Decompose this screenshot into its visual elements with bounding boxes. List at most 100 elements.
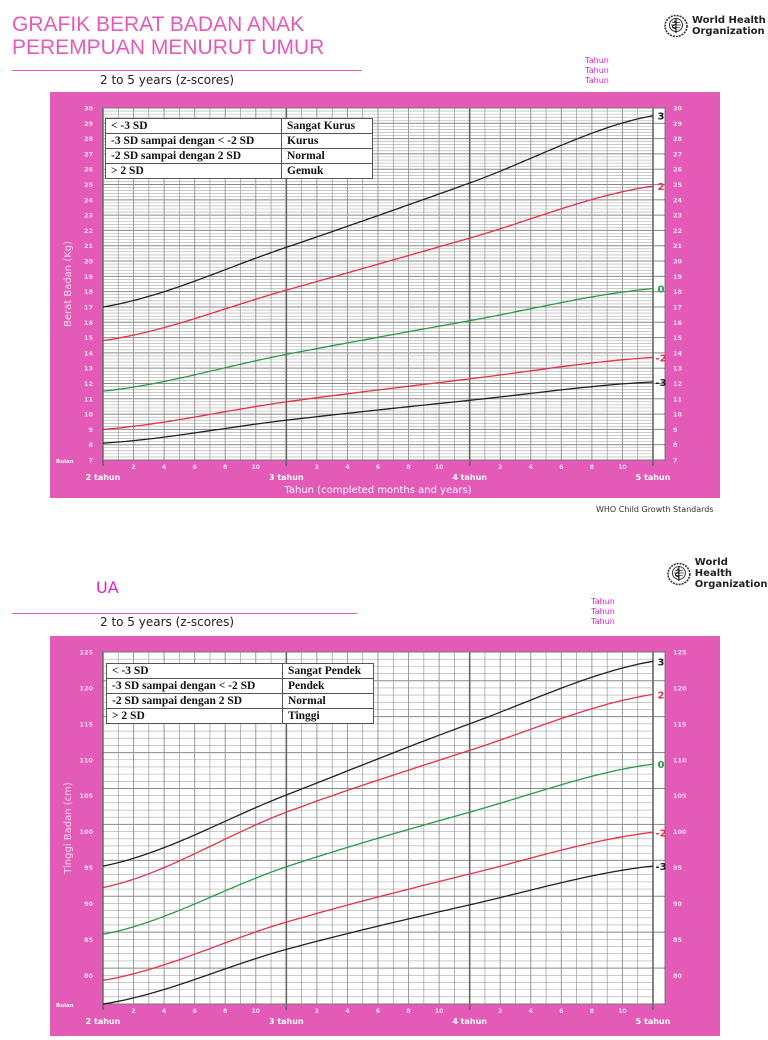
legend-row: -3 SD sampai dengan < -2 SD Kurus xyxy=(105,133,373,149)
legend-category: Sangat Kurus xyxy=(281,118,373,134)
x-year-label: 3 tahun xyxy=(269,1017,304,1026)
x-month-label: 2 xyxy=(131,464,135,471)
sd-label: -3 xyxy=(655,862,666,873)
y-tick-label: 28 xyxy=(84,135,94,143)
y-tick-label: 100 xyxy=(79,828,93,836)
x-month-label: 6 xyxy=(559,464,563,471)
tahun-label: Tahun xyxy=(591,617,615,626)
y-tick-label: 8 xyxy=(88,441,93,449)
x-month-label: 2 xyxy=(315,1008,319,1015)
y-tick-label-right: 27 xyxy=(673,150,682,158)
sd-line-0 xyxy=(102,763,654,935)
sd-line--3 xyxy=(102,381,654,444)
x-unit-label: Bulan xyxy=(56,1003,74,1009)
y-tick-label: 125 xyxy=(79,649,93,657)
y-tick-label-right: 26 xyxy=(673,166,683,174)
y-tick-label-right: 95 xyxy=(673,864,683,872)
y-tick-label: 30 xyxy=(84,105,94,113)
x-month-label: 2 xyxy=(131,1008,135,1015)
y-tick-label-right: 28 xyxy=(673,135,683,143)
y-tick-label-right: 15 xyxy=(673,334,683,342)
y-tick-label: 23 xyxy=(84,212,93,220)
x-year-label: 5 tahun xyxy=(636,473,671,482)
y-tick-label-right: 100 xyxy=(673,828,687,836)
x-year-label: 2 tahun xyxy=(86,1017,121,1026)
y-tick-label: 7 xyxy=(88,457,93,465)
y-tick-label-right: 120 xyxy=(673,684,687,692)
y-tick-label-right: 115 xyxy=(673,720,687,728)
who-name-line1: World Health xyxy=(692,15,766,26)
x-month-label: 6 xyxy=(193,464,197,471)
y-tick-label-right: 11 xyxy=(673,395,683,403)
legend-range: > 2 SD xyxy=(106,708,283,724)
x-month-label: 10 xyxy=(252,464,260,471)
sd-label: 0 xyxy=(658,285,665,296)
title-divider xyxy=(12,613,357,614)
tahun-label: Tahun xyxy=(591,597,615,606)
y-tick-label-right: 16 xyxy=(673,319,683,327)
y-tick-label-right: 30 xyxy=(673,105,683,113)
sd-line--3 xyxy=(102,865,654,1005)
legend-category: Sangat Pendek xyxy=(282,663,374,679)
page-title-line2: PEREMPUAN MENURUT UMUR xyxy=(12,36,325,59)
tahun-label: Tahun xyxy=(585,76,609,85)
tahun-label: Tahun xyxy=(585,66,609,75)
y-tick-label: 15 xyxy=(84,334,94,342)
x-month-label: 2 xyxy=(315,464,319,471)
legend-range: -3 SD sampai dengan < -2 SD xyxy=(106,678,283,694)
who-name-line1: World Health xyxy=(694,557,733,579)
y-tick-label: 90 xyxy=(84,900,94,908)
legend-category: Tinggi xyxy=(282,708,374,724)
height-legend-table: < -3 SD Sangat Pendek -3 SD sampai dengan… xyxy=(106,663,374,724)
sd-line--2 xyxy=(102,356,654,431)
weight-legend-table: < -3 SD Sangat Kurus -3 SD sampai dengan … xyxy=(105,118,373,179)
y-tick-label-right: 23 xyxy=(673,212,682,220)
y-tick-label-right: 19 xyxy=(673,273,683,281)
legend-category: Pendek xyxy=(282,678,374,694)
x-month-label: 10 xyxy=(618,1008,626,1015)
y-tick-label-right: 22 xyxy=(673,227,682,235)
tahun-label: Tahun xyxy=(585,56,609,65)
y-tick-label-right: 17 xyxy=(673,303,682,311)
page2-title: UA xyxy=(96,578,119,597)
x-year-label: 4 tahun xyxy=(452,1017,487,1026)
x-month-label: 10 xyxy=(435,464,443,471)
x-month-label: 10 xyxy=(618,464,626,471)
legend-range: < -3 SD xyxy=(105,118,282,134)
x-month-label: 4 xyxy=(529,1008,533,1015)
y-tick-label-right: 12 xyxy=(673,380,682,388)
y-tick-label: 18 xyxy=(84,288,94,296)
y-tick-label: 27 xyxy=(84,150,93,158)
x-month-label: 4 xyxy=(345,1008,349,1015)
sd-label: 3 xyxy=(658,112,665,123)
y-tick-label-right: 105 xyxy=(673,792,687,800)
sd-line-0 xyxy=(102,287,654,392)
who-standards-footer: WHO Child Growth Standards xyxy=(596,505,714,514)
chart-subtitle: 2 to 5 years (z-scores) xyxy=(100,615,235,629)
legend-category: Normal xyxy=(282,693,374,709)
y-tick-label: 10 xyxy=(84,411,94,419)
y-tick-label: 17 xyxy=(84,303,93,311)
who-emblem-icon xyxy=(667,562,691,585)
y-tick-label: 26 xyxy=(84,166,94,174)
who-logo: World Health Organization xyxy=(663,14,766,38)
legend-range: -2 SD sampai dengan 2 SD xyxy=(105,148,282,164)
y-axis-label: Tinggi Badan (cm) xyxy=(63,782,74,875)
y-tick-label: 105 xyxy=(79,792,93,800)
legend-row: -3 SD sampai dengan < -2 SD Pendek xyxy=(106,678,374,694)
x-month-label: 8 xyxy=(590,1008,594,1015)
sd-label: -2 xyxy=(655,353,666,364)
y-tick-label: 16 xyxy=(84,319,94,327)
legend-range: -3 SD sampai dengan < -2 SD xyxy=(105,133,282,149)
y-tick-label-right: 10 xyxy=(673,411,683,419)
y-tick-label-right: 21 xyxy=(673,242,683,250)
y-tick-label-right: 8 xyxy=(673,441,678,449)
legend-row: -2 SD sampai dengan 2 SD Normal xyxy=(106,693,374,709)
y-tick-label-right: 85 xyxy=(673,936,683,944)
legend-row: > 2 SD Gemuk xyxy=(105,163,373,179)
x-month-label: 4 xyxy=(162,464,166,471)
x-month-label: 6 xyxy=(559,1008,563,1015)
y-tick-label: 24 xyxy=(84,196,94,204)
sd-label: 2 xyxy=(658,690,665,701)
x-month-label: 4 xyxy=(162,1008,166,1015)
